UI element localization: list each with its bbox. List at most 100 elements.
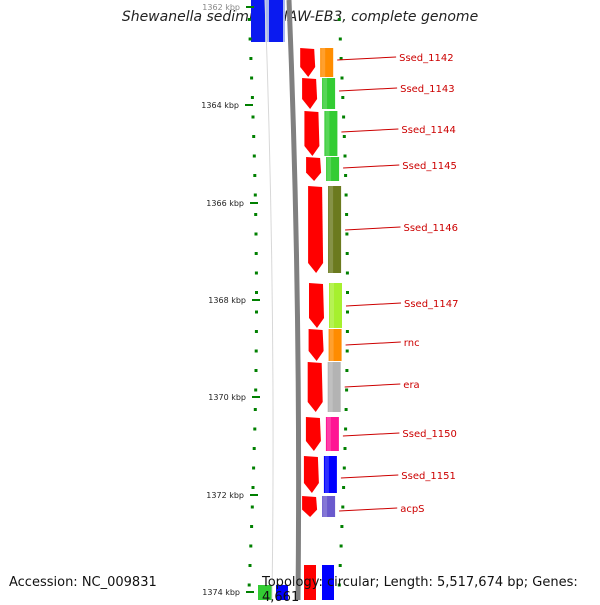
ruler-minor-tick bbox=[255, 310, 258, 314]
gene-label[interactable]: era bbox=[403, 380, 419, 391]
gene-bar bbox=[320, 48, 334, 77]
ruler-major-tick bbox=[250, 202, 258, 204]
gene-label[interactable]: Ssed_1145 bbox=[402, 161, 457, 172]
ruler-major-tick bbox=[252, 396, 260, 398]
ruler-minor-tick bbox=[340, 525, 344, 528]
edge-features bbox=[251, 0, 334, 600]
ruler-minor-tick bbox=[341, 505, 345, 509]
ruler-minor-tick bbox=[339, 544, 343, 548]
ruler-minor-tick bbox=[339, 57, 343, 60]
ruler-minor-tick bbox=[345, 388, 349, 392]
ruler-major-tick bbox=[252, 299, 260, 301]
gene-label[interactable]: Ssed_1150 bbox=[402, 429, 457, 440]
ruler-minor-tick bbox=[252, 154, 256, 158]
gene-label[interactable]: Ssed_1144 bbox=[401, 125, 456, 136]
gene-label[interactable]: Ssed_1143 bbox=[400, 84, 455, 95]
backbone-inner-line bbox=[264, 0, 274, 600]
gene-label[interactable]: Ssed_1146 bbox=[404, 223, 459, 234]
gene-label-leader bbox=[344, 383, 401, 388]
cds-arrow bbox=[300, 48, 316, 77]
gene-bar-highlight bbox=[327, 157, 332, 181]
ruler-minor-tick bbox=[252, 447, 256, 450]
ruler-ticks-left bbox=[247, 18, 258, 587]
ruler-minor-tick bbox=[249, 57, 253, 60]
gene-bar-highlight bbox=[323, 496, 328, 517]
gene-bar-highlight bbox=[328, 362, 333, 412]
ruler-minor-tick bbox=[342, 135, 346, 138]
ruler-minor-tick bbox=[346, 291, 349, 294]
ruler-minor-tick bbox=[254, 330, 258, 333]
ruler-minor-tick bbox=[340, 76, 344, 80]
cds-arrow bbox=[305, 417, 321, 451]
genome-summary: Topology: circular; Length: 5,517,674 bp… bbox=[262, 575, 578, 605]
ruler-minor-tick bbox=[250, 505, 254, 509]
gene-bar bbox=[328, 186, 342, 273]
ruler-minor-tick bbox=[249, 544, 253, 548]
cds-arrow bbox=[309, 283, 324, 328]
cds-arrow bbox=[302, 78, 318, 109]
gene-bar bbox=[329, 283, 342, 328]
ruler-major-tick bbox=[245, 104, 253, 106]
gene-label[interactable]: Ssed_1151 bbox=[401, 471, 456, 482]
backbone-line bbox=[286, 0, 302, 600]
gene-label[interactable]: acpS bbox=[400, 504, 424, 515]
gene-bar-highlight bbox=[323, 78, 328, 109]
gene-bar-highlight bbox=[329, 329, 334, 361]
cds-arrow bbox=[302, 496, 318, 517]
ruler-minor-tick bbox=[251, 115, 255, 119]
ruler-minor-tick bbox=[342, 466, 346, 470]
ruler-ticks-right bbox=[337, 18, 349, 587]
gene-bar-highlight bbox=[321, 48, 326, 77]
top-feature-blue-right bbox=[269, 0, 283, 42]
ruler-minor-tick bbox=[247, 583, 251, 587]
ruler-label: 1368 kbp bbox=[208, 296, 246, 305]
ruler-minor-tick bbox=[338, 37, 342, 41]
gene-label-leader bbox=[339, 507, 398, 512]
gene-label-leader bbox=[342, 432, 400, 437]
ruler-minor-tick bbox=[254, 349, 258, 353]
gene-bar bbox=[324, 111, 338, 156]
ruler-minor-tick bbox=[345, 213, 349, 216]
gene-labels: Ssed_1142 Ssed_1143 Ssed_1144 Ssed_1145 Ssed… bbox=[337, 53, 459, 515]
ruler-label: 1364 kbp bbox=[201, 101, 239, 110]
gene-bar-highlight bbox=[324, 456, 329, 493]
bottom-feature-blue bbox=[322, 565, 334, 600]
ruler-minor-tick bbox=[248, 564, 252, 567]
ruler-minor-tick bbox=[345, 349, 349, 353]
ruler-minor-tick bbox=[252, 135, 256, 138]
gene-bar-highlight bbox=[330, 283, 334, 328]
ruler-minor-tick bbox=[250, 96, 254, 99]
gene-bar-highlight bbox=[329, 186, 334, 273]
genome-title: Shewanella sediminis HAW-EB3, complete g… bbox=[121, 9, 479, 25]
ruler-minor-tick bbox=[343, 154, 347, 158]
ruler-minor-tick bbox=[345, 369, 349, 372]
ruler-minor-tick bbox=[253, 174, 257, 177]
ruler-minor-tick bbox=[248, 37, 252, 41]
ruler-label: 1372 kbp bbox=[206, 491, 244, 500]
ruler-minor-tick bbox=[344, 427, 348, 431]
cds-arrow bbox=[306, 157, 322, 181]
gene-label[interactable]: Ssed_1142 bbox=[399, 53, 454, 64]
gene-label-leader bbox=[339, 87, 398, 92]
gene-label[interactable]: Ssed_1147 bbox=[404, 299, 459, 310]
ruler-minor-tick bbox=[251, 486, 255, 489]
gene-features bbox=[300, 48, 342, 517]
gene-bar bbox=[326, 157, 340, 181]
ruler-minor-tick bbox=[344, 193, 348, 197]
gene-label[interactable]: rnc bbox=[404, 338, 420, 349]
ruler-minor-tick bbox=[254, 232, 258, 236]
cds-arrow bbox=[304, 111, 320, 156]
cds-arrow bbox=[308, 329, 324, 361]
ruler-label: 1362 kbp bbox=[202, 3, 240, 12]
gene-bar-highlight bbox=[326, 417, 331, 451]
bottom-feature-blue2 bbox=[276, 585, 288, 600]
ruler-minor-tick bbox=[344, 174, 348, 177]
ruler-minor-tick bbox=[341, 96, 345, 99]
ruler-minor-tick bbox=[337, 18, 341, 21]
ruler-minor-tick bbox=[345, 232, 349, 236]
gene-label-leader bbox=[341, 128, 399, 133]
gene-bar bbox=[322, 78, 336, 109]
ruler-minor-tick bbox=[255, 291, 258, 294]
ruler-minor-tick bbox=[342, 486, 346, 489]
